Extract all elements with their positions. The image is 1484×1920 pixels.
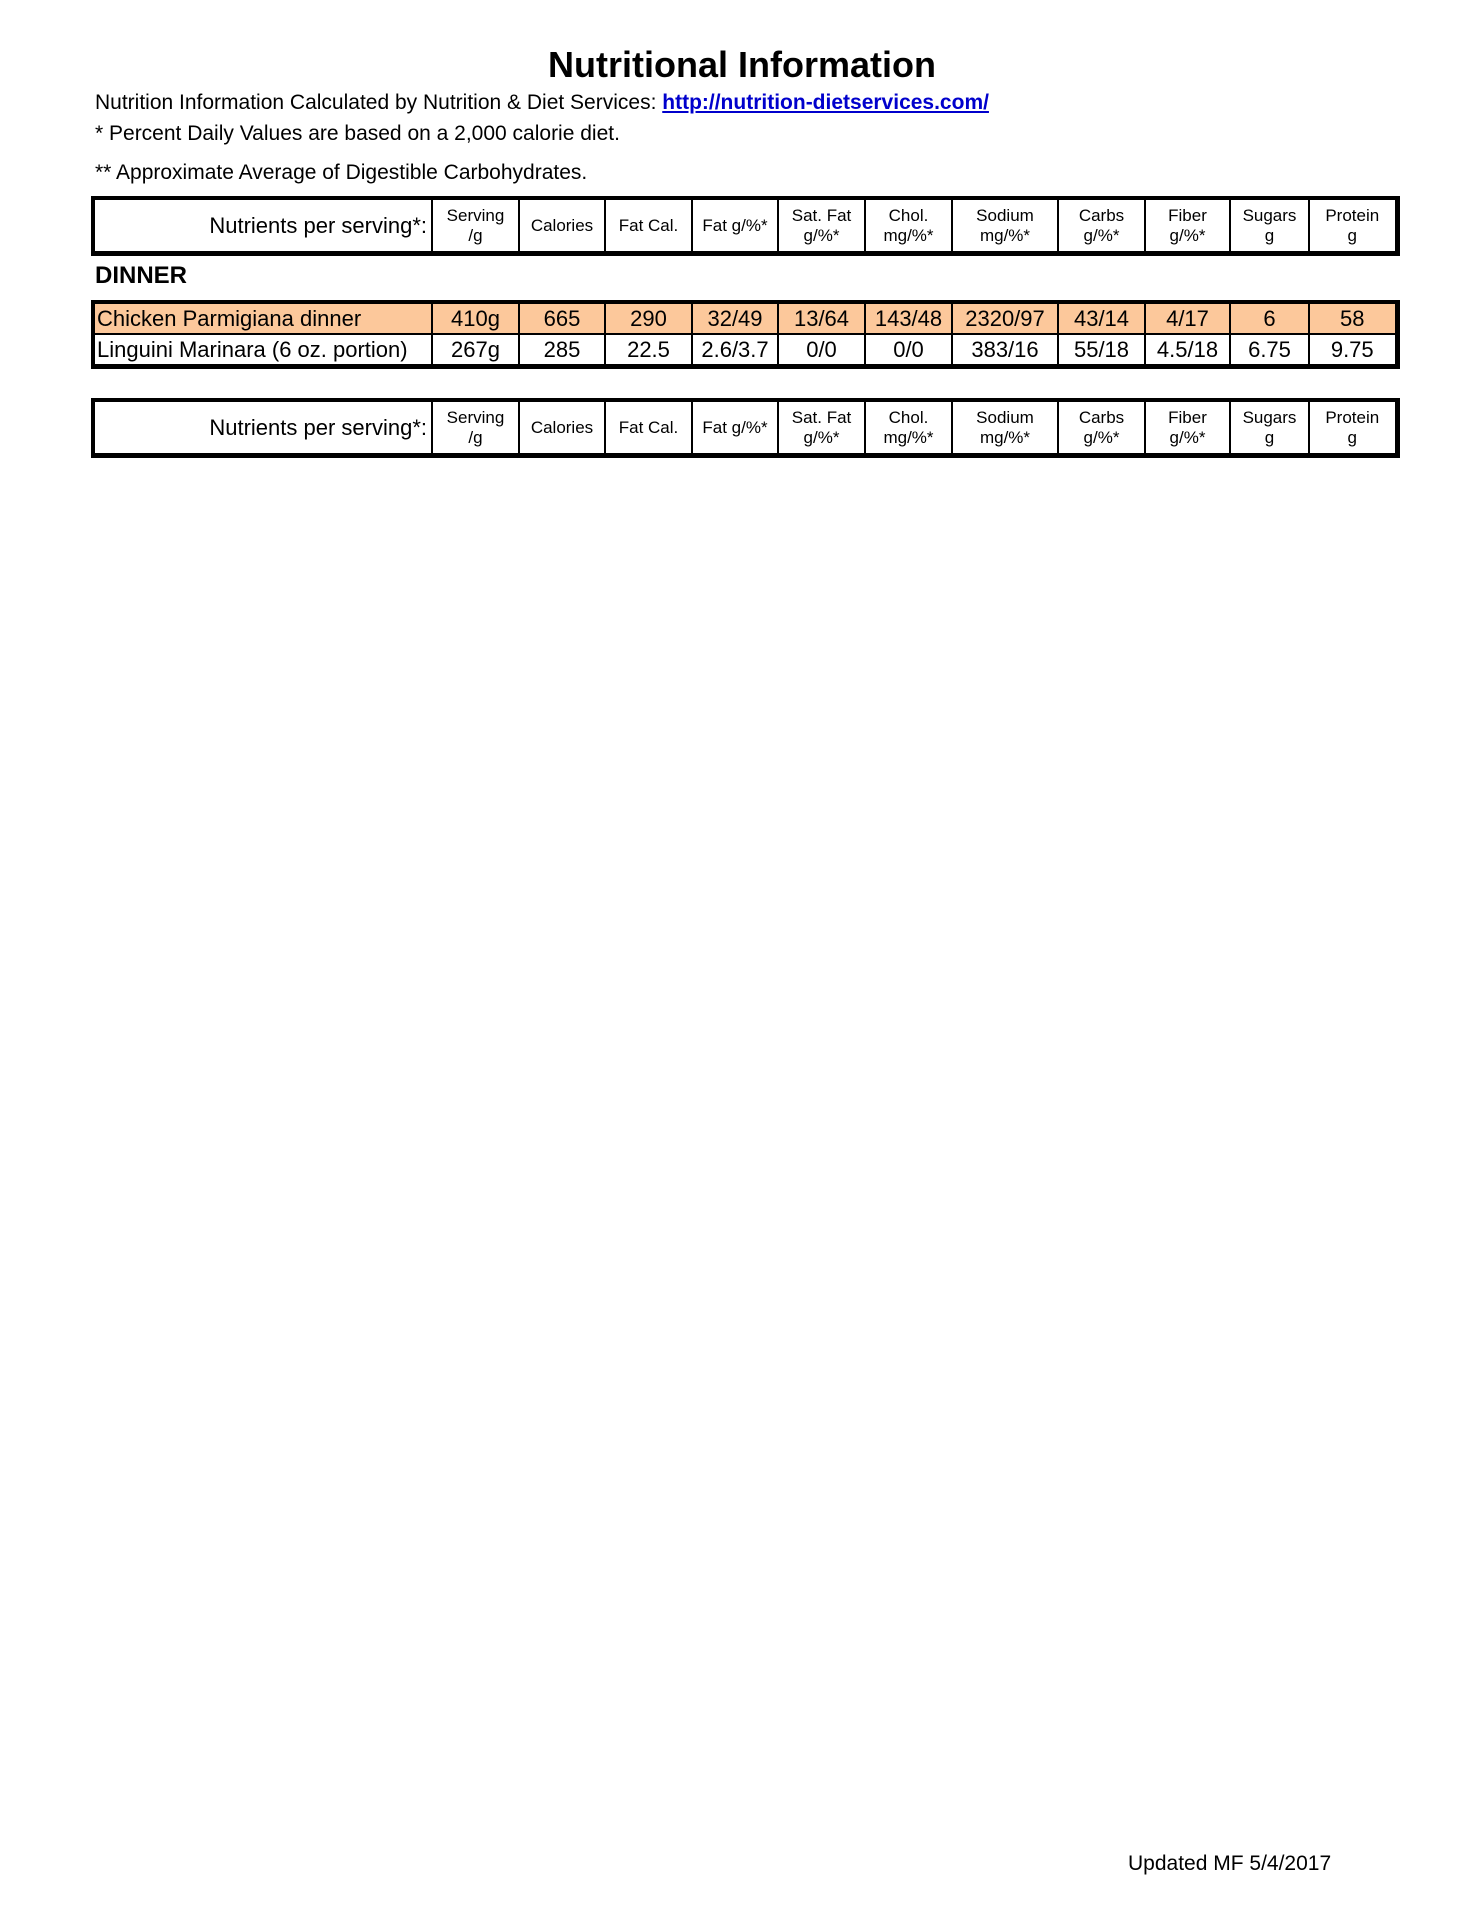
column-header: Fat g/%* [691, 399, 779, 457]
column-header: Calories [518, 399, 606, 457]
header-row: Nutrients per serving*: Serving /g Calorie… [92, 399, 1398, 457]
value-cell: 143/48 [864, 301, 953, 335]
column-header: Fat Cal. [604, 197, 693, 255]
column-header: Sugars g [1229, 197, 1310, 255]
column-header: Carbs g/%* [1057, 197, 1146, 255]
column-header: Sat. Fat g/%* [777, 197, 866, 255]
source-note: Nutrition Information Calculated by Nutr… [95, 91, 989, 115]
section-heading-dinner: DINNER [95, 262, 188, 289]
value-cell: 13/64 [777, 301, 866, 335]
column-header: Fat g/%* [691, 197, 779, 255]
item-name-cell: Linguini Marinara (6 oz. portion) [92, 333, 433, 368]
value-cell: 9.75 [1308, 333, 1398, 368]
value-cell: 58 [1308, 301, 1398, 335]
column-header: Fiber g/%* [1144, 197, 1231, 255]
value-cell: 2.6/3.7 [691, 333, 779, 368]
header-row: Nutrients per serving*: Serving /g Calorie… [92, 197, 1398, 255]
header-table-bottom: Nutrients per serving*: Serving /g Calorie… [91, 398, 1400, 458]
item-name-cell: Chicken Parmigiana dinner [92, 301, 433, 335]
value-cell: 267g [431, 333, 520, 368]
source-note-text: Nutrition Information Calculated by Nutr… [95, 91, 663, 114]
column-header: Sugars g [1229, 399, 1310, 457]
value-cell: 383/16 [951, 333, 1059, 368]
column-header: Sodium mg/%* [951, 399, 1059, 457]
table-row: Linguini Marinara (6 oz. portion) 267g 285… [92, 333, 1398, 368]
column-header: Carbs g/%* [1057, 399, 1146, 457]
value-cell: 22.5 [604, 333, 693, 368]
value-cell: 4/17 [1144, 301, 1231, 335]
daily-values-note: * Percent Daily Values are based on a 2,… [95, 122, 620, 145]
carbs-note: ** Approximate Average of Digestible Car… [95, 161, 588, 184]
value-cell: 665 [518, 301, 606, 335]
column-header: Nutrients per serving*: [92, 399, 433, 457]
value-cell: 55/18 [1057, 333, 1146, 368]
value-cell: 285 [518, 333, 606, 368]
value-cell: 6.75 [1229, 333, 1310, 368]
value-cell: 2320/97 [951, 301, 1059, 335]
column-header: Serving /g [431, 399, 520, 457]
value-cell: 290 [604, 301, 693, 335]
column-header: Chol. mg/%* [864, 197, 953, 255]
table-row: Chicken Parmigiana dinner 410g 665 290 32/49… [92, 301, 1398, 335]
page-title: Nutritional Information [548, 44, 936, 85]
column-header: Fat Cal. [604, 399, 693, 457]
value-cell: 4.5/18 [1144, 333, 1231, 368]
updated-note: Updated MF 5/4/2017 [1128, 1852, 1332, 1875]
value-cell: 43/14 [1057, 301, 1146, 335]
value-cell: 6 [1229, 301, 1310, 335]
column-header: Serving /g [431, 197, 520, 255]
column-header: Fiber g/%* [1144, 399, 1231, 457]
column-header: Protein g [1308, 399, 1398, 457]
value-cell: 0/0 [864, 333, 953, 368]
column-header: Chol. mg/%* [864, 399, 953, 457]
source-link[interactable]: http://nutrition-dietservices.com/ [662, 91, 989, 114]
header-table-top: Nutrients per serving*: Serving /g Calorie… [91, 196, 1400, 256]
column-header: Sodium mg/%* [951, 197, 1059, 255]
column-header: Sat. Fat g/%* [777, 399, 866, 457]
value-cell: 410g [431, 301, 520, 335]
column-header: Nutrients per serving*: [92, 197, 433, 255]
value-cell: 32/49 [691, 301, 779, 335]
dinner-table: Chicken Parmigiana dinner 410g 665 290 32/49… [91, 300, 1400, 369]
value-cell: 0/0 [777, 333, 866, 368]
column-header: Calories [518, 197, 606, 255]
column-header: Protein g [1308, 197, 1398, 255]
